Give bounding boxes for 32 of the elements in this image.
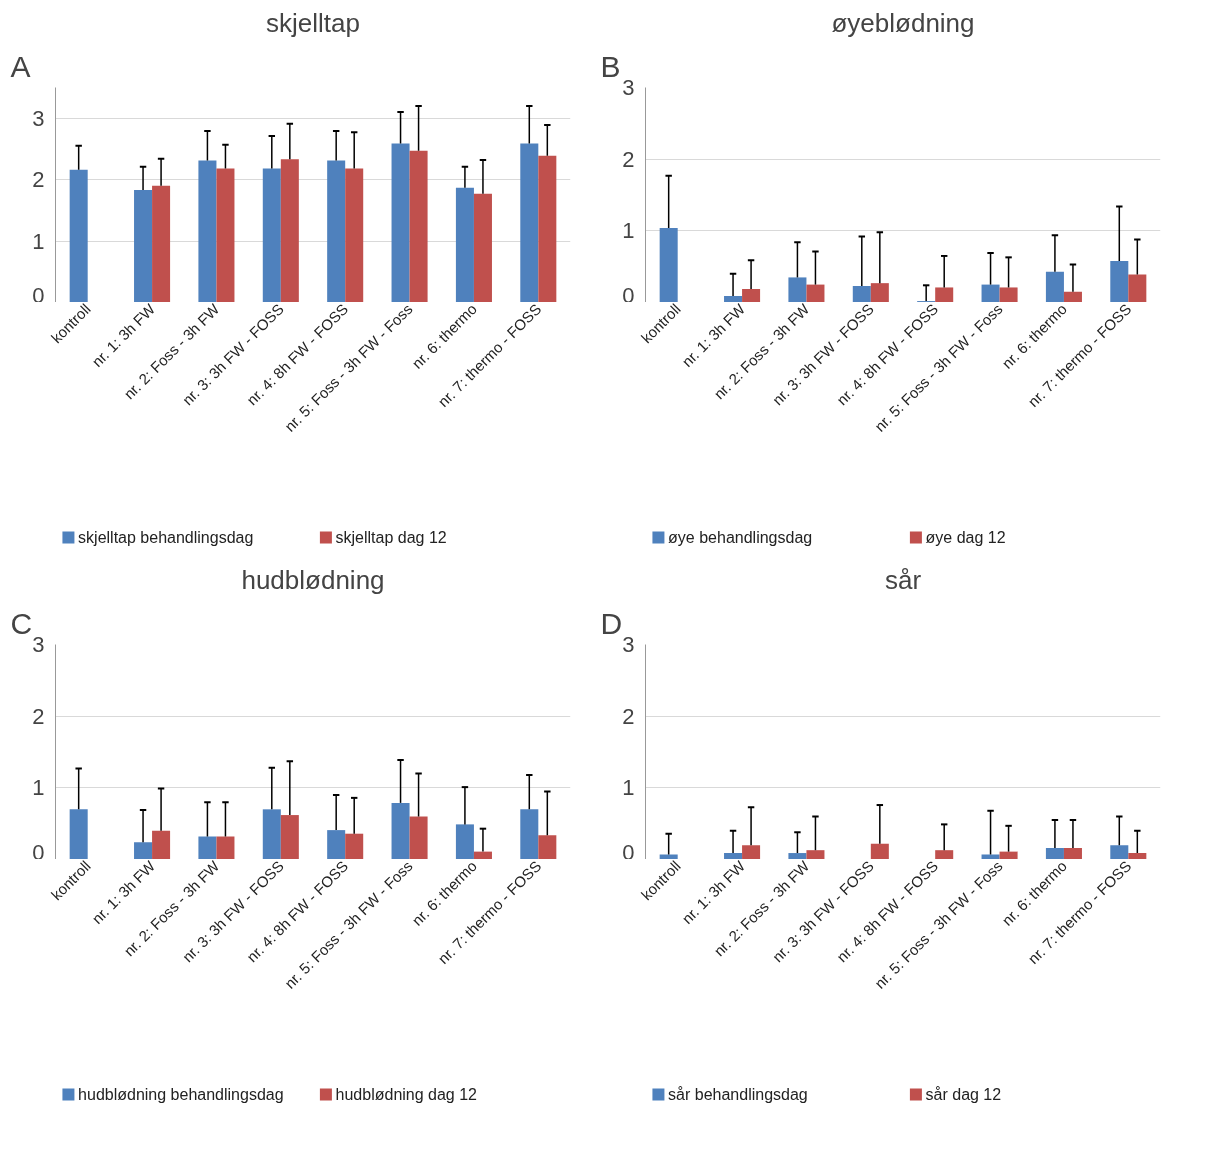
y-tick-label: 1 [32, 775, 45, 801]
y-tick-label: 0 [32, 839, 45, 865]
legend-label: skjelltap behandlingsdag [78, 529, 254, 546]
y-tick-label: 2 [32, 703, 45, 729]
y-tick-label: 1 [32, 228, 45, 254]
chart-title: skjelltap [266, 7, 360, 38]
y-tick-label: 3 [32, 632, 45, 657]
text: A [10, 49, 31, 83]
text: C [10, 606, 33, 640]
y-tick-label: 3 [622, 632, 635, 657]
y-tick-label: 3 [622, 75, 635, 100]
text: B [600, 49, 621, 83]
chart-title: hudblødning [241, 564, 385, 595]
y-tick-label: 0 [622, 839, 635, 865]
legend-label: skjelltap dag 12 [335, 529, 447, 546]
chart-title: sår [884, 564, 922, 595]
legend-label: hudblødning dag 12 [335, 1086, 478, 1103]
legend-label: øye behandlingsdag [668, 529, 813, 546]
y-tick-label: 1 [622, 218, 635, 244]
text: D [600, 606, 623, 640]
y-tick-label: 1 [622, 775, 635, 801]
legend-label: sår dag 12 [925, 1086, 1002, 1103]
y-tick-label: 2 [622, 703, 635, 729]
legend-label: hudblødning behandlingsdag [78, 1086, 284, 1103]
y-tick-label: 2 [622, 146, 635, 172]
legend-label: sår behandlingsdag [668, 1086, 808, 1103]
chart-title: øyeblødning [831, 7, 975, 38]
y-tick-label: 0 [32, 282, 45, 308]
y-tick-label: 0 [622, 282, 635, 308]
y-tick-label: 2 [32, 167, 45, 193]
legend-label: øye dag 12 [925, 529, 1006, 546]
y-tick-label: 3 [32, 105, 45, 131]
